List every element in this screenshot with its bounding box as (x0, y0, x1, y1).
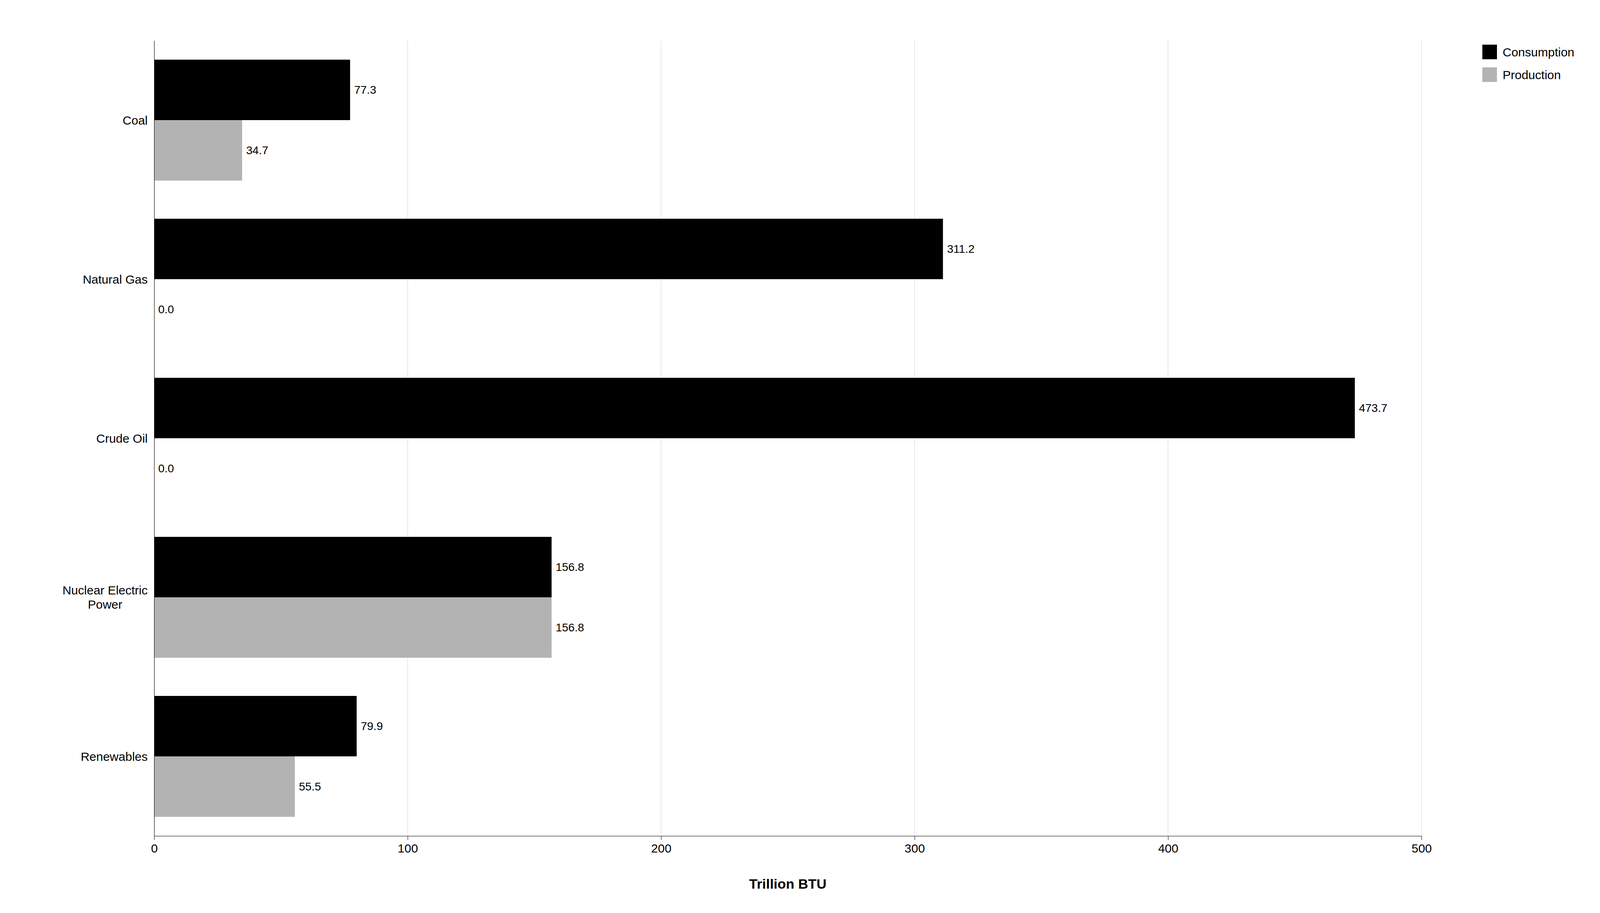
tick-mark (661, 835, 662, 840)
legend-item: Production (1482, 67, 1561, 82)
x-tick: 200 (651, 835, 672, 855)
data-label: 311.2 (946, 242, 975, 256)
tick-label: Crude Oil (96, 431, 148, 446)
tick-label: 400 (1158, 841, 1179, 855)
data-label: 0.0 (158, 303, 175, 316)
legend-swatch (1482, 67, 1497, 82)
grid-line (153, 40, 155, 836)
tick-label-line: Crude Oil (96, 431, 148, 446)
axis-line (154, 836, 1422, 841)
x-axis-title: Trillion BTU (749, 875, 827, 892)
data-label: 156.8 (555, 560, 585, 574)
y-tick: Coal (122, 113, 155, 127)
bar (154, 756, 295, 817)
y-tick: Natural Gas (82, 272, 155, 287)
data-label: 156.8 (555, 621, 585, 634)
x-tick: 400 (1158, 835, 1179, 855)
tick-label: 300 (904, 841, 925, 855)
legend-swatch (1482, 44, 1497, 60)
tick-label: Coal (122, 113, 148, 127)
legend-item: Consumption (1482, 44, 1575, 60)
tick-label: Renewables (80, 749, 148, 764)
tick-label-line: Coal (122, 113, 148, 127)
data-label: 79.9 (360, 719, 383, 733)
tick-label-line: Renewables (80, 749, 148, 764)
x-tick: 100 (397, 835, 418, 855)
data-label: 0.0 (158, 462, 175, 475)
data-label: 55.5 (298, 780, 322, 793)
tick-mark (1421, 835, 1422, 840)
bars (154, 59, 1355, 817)
tick-mark (914, 835, 915, 840)
x-tick: 500 (1411, 835, 1432, 855)
axis-line (154, 40, 155, 837)
bar (154, 695, 357, 757)
plot: 79.9 156.8 473.7 311.2 77.3 55.5 156.8 0.0 0.0 34… (62, 40, 1433, 892)
tick-mark (1167, 835, 1169, 840)
tick-mark (407, 835, 409, 840)
tick-label: 0 (150, 841, 158, 855)
y-tick: Crude Oil (96, 431, 155, 446)
data-label: 34.7 (246, 144, 269, 157)
tick-label: 200 (651, 841, 672, 855)
bar (154, 120, 243, 181)
tick-label-line: Power (87, 597, 123, 611)
data-labels: 79.9 156.8 473.7 311.2 77.3 55.5 156.8 0.0 0.0 34… (158, 83, 1388, 793)
legend-label: Consumption (1502, 45, 1575, 59)
tick-label: Natural Gas (82, 272, 148, 287)
tick-label-line: Natural Gas (82, 272, 148, 287)
chart: 79.9 156.8 473.7 311.2 77.3 55.5 156.8 0.0 0.0 34… (0, 0, 1600, 913)
legend-label: Production (1502, 68, 1561, 82)
legend: Consumption Production (1482, 44, 1575, 82)
bar (154, 597, 552, 658)
x-axis: 0 100 200 300 400 500 (150, 835, 1432, 855)
bar (154, 218, 943, 280)
tick-label: Nuclear ElectricPower (62, 583, 148, 611)
bar (154, 59, 351, 121)
data-label: 77.3 (354, 83, 377, 97)
x-tick: 300 (904, 835, 925, 855)
y-axis: Renewables Nuclear ElectricPower Crude Oil… (62, 40, 155, 837)
bar (154, 377, 1355, 439)
bar (154, 536, 552, 598)
tick-mark (154, 835, 155, 840)
tick-label: 100 (397, 841, 418, 855)
data-label: 473.7 (1359, 401, 1388, 415)
grid (154, 40, 1422, 836)
x-tick: 0 (150, 835, 158, 855)
y-tick: Nuclear ElectricPower (62, 583, 155, 611)
tick-label-line: Nuclear Electric (62, 583, 148, 597)
tick-label: 500 (1411, 841, 1432, 855)
y-tick: Renewables (80, 749, 155, 764)
grid-line (1421, 40, 1422, 836)
